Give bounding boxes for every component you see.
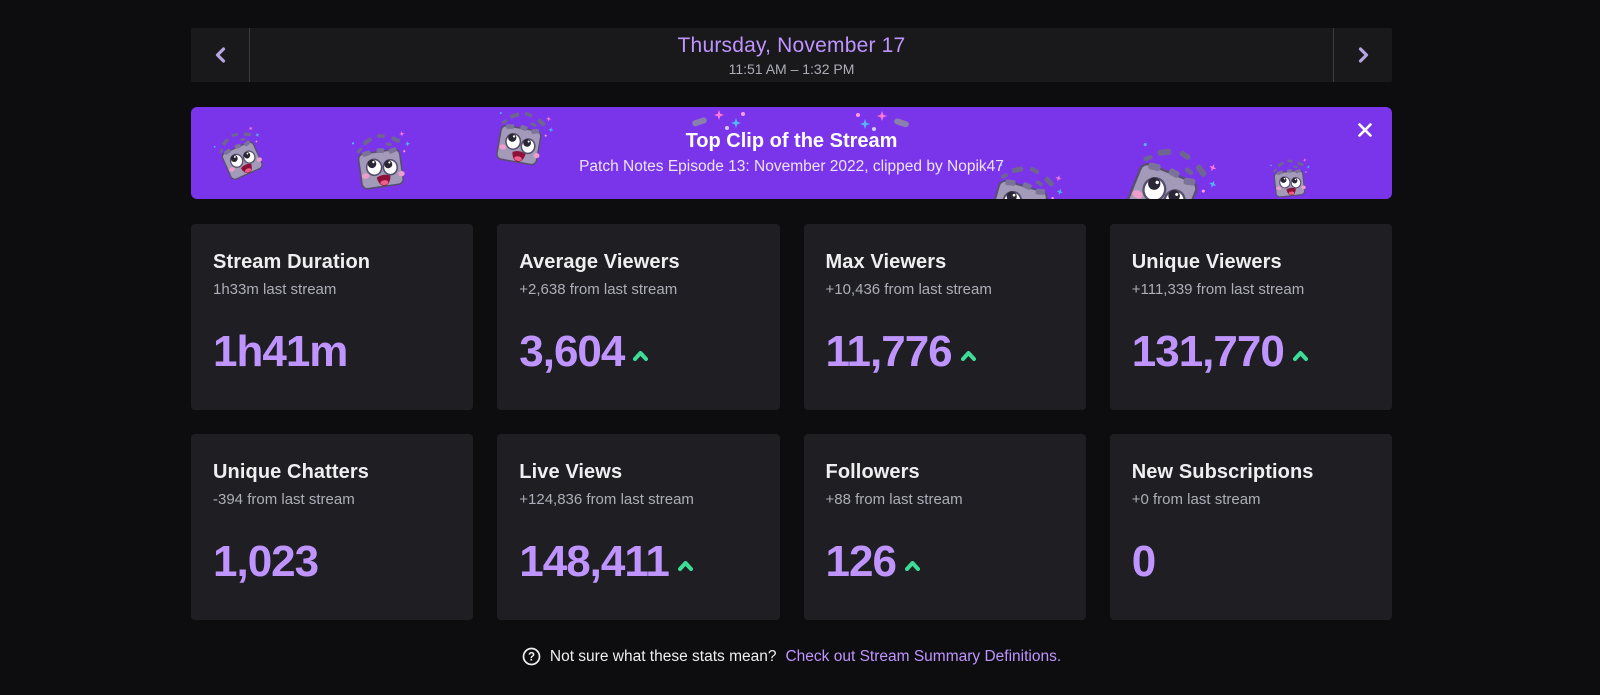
stat-title: Unique Chatters [213, 461, 369, 483]
stat-delta: +0 from last stream [1131, 491, 1261, 508]
stat-card-unique-viewers: Unique Viewers +111,339 from last stream… [1109, 224, 1392, 410]
stat-title: Followers [825, 461, 920, 483]
stream-summary-definitions-link[interactable]: Check out Stream Summary Definitions. [785, 647, 1062, 665]
stat-card-new-subscriptions: New Subscriptions +0 from last stream 0 [1109, 434, 1392, 620]
date-title: Thursday, November 17 [677, 33, 906, 57]
trend-up-icon [633, 351, 649, 361]
banner-subtitle: Patch Notes Episode 13: November 2022, c… [579, 158, 1004, 175]
stat-value: 148,411 [519, 537, 670, 586]
stat-value: 3,604 [519, 327, 625, 376]
chevron-left-icon [215, 47, 225, 63]
stat-title: Live Views [519, 461, 623, 483]
stat-title: Max Viewers [825, 251, 947, 273]
stat-delta: 1h33m last stream [213, 281, 337, 298]
stat-title: New Subscriptions [1131, 461, 1314, 483]
trend-up-icon [677, 561, 693, 571]
confetti-sparkles [690, 109, 748, 132]
trend-up-icon [1292, 351, 1308, 361]
stat-value: 131,770 [1131, 327, 1285, 376]
stat-card-stream-duration: Stream Duration 1h33m last stream 1h41m [191, 224, 474, 410]
stats-help-footer: ? Not sure what these stats mean? Check … [191, 647, 1392, 666]
banner-close-button[interactable] [1352, 117, 1378, 143]
close-icon [1358, 123, 1372, 137]
stats-grid: Stream Duration 1h33m last stream 1h41m … [191, 224, 1392, 620]
stat-delta: +2,638 from last stream [519, 281, 678, 298]
hype-chest-emote [209, 123, 278, 192]
stat-value: 126 [825, 537, 897, 586]
stat-card-average-viewers: Average Viewers +2,638 from last stream … [497, 224, 780, 410]
stat-card-max-viewers: Max Viewers +10,436 from last stream 11,… [803, 224, 1086, 410]
stat-title: Unique Viewers [1131, 251, 1282, 273]
hype-chest-emote [486, 107, 558, 178]
stat-delta: +124,836 from last stream [519, 491, 694, 508]
stat-value: 11,776 [825, 327, 953, 376]
hype-chest-emote [976, 156, 1070, 199]
help-question-text: Not sure what these stats mean? [549, 647, 777, 665]
stat-title: Average Viewers [519, 251, 680, 273]
hype-chest-emote [1267, 157, 1315, 199]
previous-stream-button[interactable] [191, 28, 250, 82]
stat-card-live-views: Live Views +124,836 from last stream 148… [497, 434, 780, 620]
stat-card-followers: Followers +88 from last stream 126 [803, 434, 1086, 620]
stat-title: Stream Duration [213, 251, 371, 273]
trend-up-icon [960, 351, 976, 361]
stat-delta: +88 from last stream [825, 491, 963, 508]
date-nav-bar: Thursday, November 17 11:51 AM – 1:32 PM [191, 28, 1392, 82]
svg-text:?: ? [528, 652, 535, 664]
stream-summary-page: Thursday, November 17 11:51 AM – 1:32 PM… [191, 28, 1392, 666]
trend-up-icon [904, 561, 920, 571]
hype-chest-emote [347, 129, 419, 199]
stat-value: 1,023 [213, 537, 319, 586]
stat-value: 0 [1131, 537, 1157, 586]
hype-chest-emote [1107, 133, 1227, 199]
top-clip-banner[interactable]: Top Clip of the Stream Patch Notes Episo… [191, 107, 1392, 199]
banner-title: Top Clip of the Stream [685, 130, 898, 152]
next-stream-button[interactable] [1333, 28, 1392, 82]
stat-value: 1h41m [213, 327, 348, 376]
stream-time-range: 11:51 AM – 1:32 PM [728, 60, 855, 77]
confetti-sparkles [853, 110, 911, 133]
chevron-right-icon [1358, 47, 1368, 63]
question-circle-icon: ? [522, 647, 541, 666]
stat-card-unique-chatters: Unique Chatters -394 from last stream 1,… [191, 434, 474, 620]
stat-delta: -394 from last stream [213, 491, 355, 508]
date-display: Thursday, November 17 11:51 AM – 1:32 PM [250, 28, 1333, 82]
stat-delta: +111,339 from last stream [1131, 281, 1305, 298]
stat-delta: +10,436 from last stream [825, 281, 992, 298]
